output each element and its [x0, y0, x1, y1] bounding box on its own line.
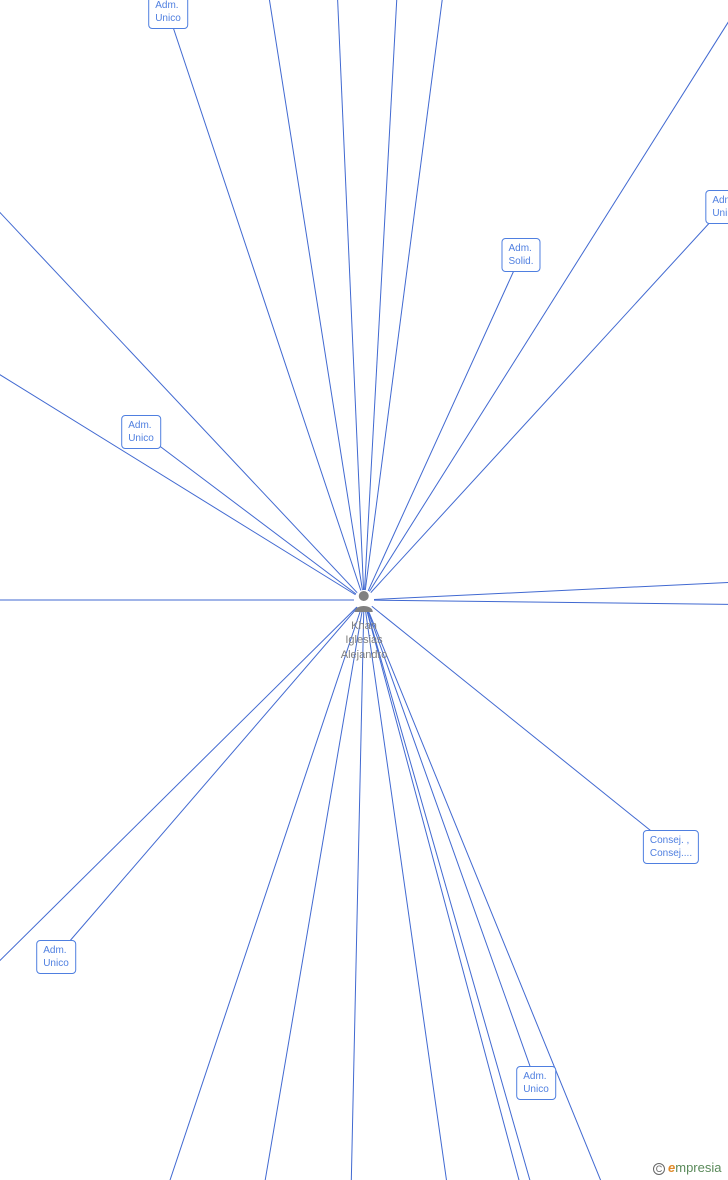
relationship-node[interactable]: Consej. , Consej....	[643, 830, 699, 864]
copyright-icon: C	[653, 1163, 665, 1175]
watermark-brand-rest: mpresia	[675, 1160, 721, 1175]
center-person-label: Khan Iglesias Alejandro	[341, 619, 387, 662]
relationship-node[interactable]: Adm. Unico	[36, 940, 76, 974]
relationship-node[interactable]: Adm. Uni	[705, 190, 728, 224]
person-icon	[354, 590, 374, 612]
relationship-node[interactable]: Adm. Unico	[516, 1066, 556, 1100]
relationship-node[interactable]: Adm. Solid.	[501, 238, 540, 272]
watermark: Cempresia	[653, 1160, 721, 1175]
center-person-node[interactable]: Khan Iglesias Alejandro	[341, 590, 387, 662]
relationship-node[interactable]: Adm. Unico	[121, 415, 161, 449]
relationship-node[interactable]: Adm. Unico	[148, 0, 188, 29]
